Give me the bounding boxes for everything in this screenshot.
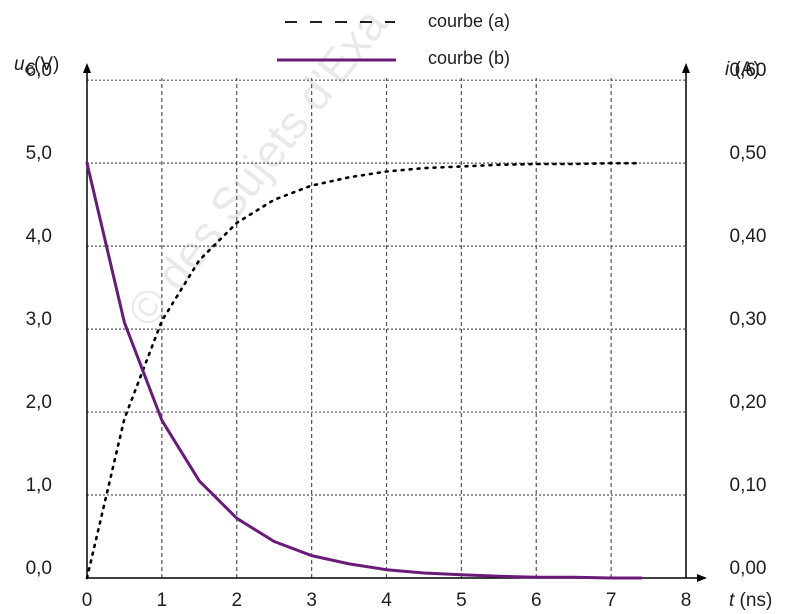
x-tick-label: 8 [681,590,692,611]
series-line-a [85,161,643,580]
series-line-b [85,161,643,580]
legend: courbe (a) courbe (b) [277,11,510,68]
axes [83,63,707,582]
y-left-tick-label: 3,0 [26,309,52,330]
y-left-tick-label: 2,0 [26,392,52,413]
svg-text:© des Sujets d'Exa: © des Sujets d'Exa [117,0,397,336]
y-right-tick-label: 0,50 [730,143,767,164]
x-tick-label: 5 [456,590,467,611]
y-left-axis-label: uC(V) [14,54,59,77]
x-tick-label: 6 [531,590,542,611]
left-axis-arrow-icon [83,63,91,73]
y-left-tick-label: 0,0 [26,558,52,579]
series [85,161,643,580]
tick-labels: 0 1 2 3 4 5 6 7 8 0,0 1,0 2,0 3,0 4,0 5,0 6,0 0,00 0,10 0,… [26,60,767,611]
x-axis-arrow-icon [697,574,707,582]
y-right-tick-label: 0,30 [730,309,767,330]
grid [87,78,686,578]
watermark: © des Sujets d'Exa [117,0,397,336]
x-tick-label: 3 [306,590,317,611]
y-right-tick-label: 0,60 [730,60,767,81]
x-tick-label: 2 [231,590,242,611]
y-left-tick-label: 5,0 [26,143,52,164]
y-left-tick-label: 6,0 [26,60,52,81]
right-axis-arrow-icon [682,63,690,73]
x-tick-label: 0 [82,590,93,611]
x-tick-label: 7 [606,590,617,611]
y-right-tick-label: 0,00 [730,558,767,579]
legend-label-b: courbe (b) [428,48,510,68]
y-right-axis-label: i (A) [725,59,760,80]
legend-label-a: courbe (a) [428,11,510,31]
x-tick-label: 4 [381,590,392,611]
x-tick-label: 1 [157,590,168,611]
y-right-tick-label: 0,20 [730,392,767,413]
y-left-tick-label: 4,0 [26,226,52,247]
y-left-tick-label: 1,0 [26,475,52,496]
y-right-tick-label: 0,10 [730,475,767,496]
x-axis-label: t (ns) [729,590,772,611]
y-right-tick-label: 0,40 [730,226,767,247]
